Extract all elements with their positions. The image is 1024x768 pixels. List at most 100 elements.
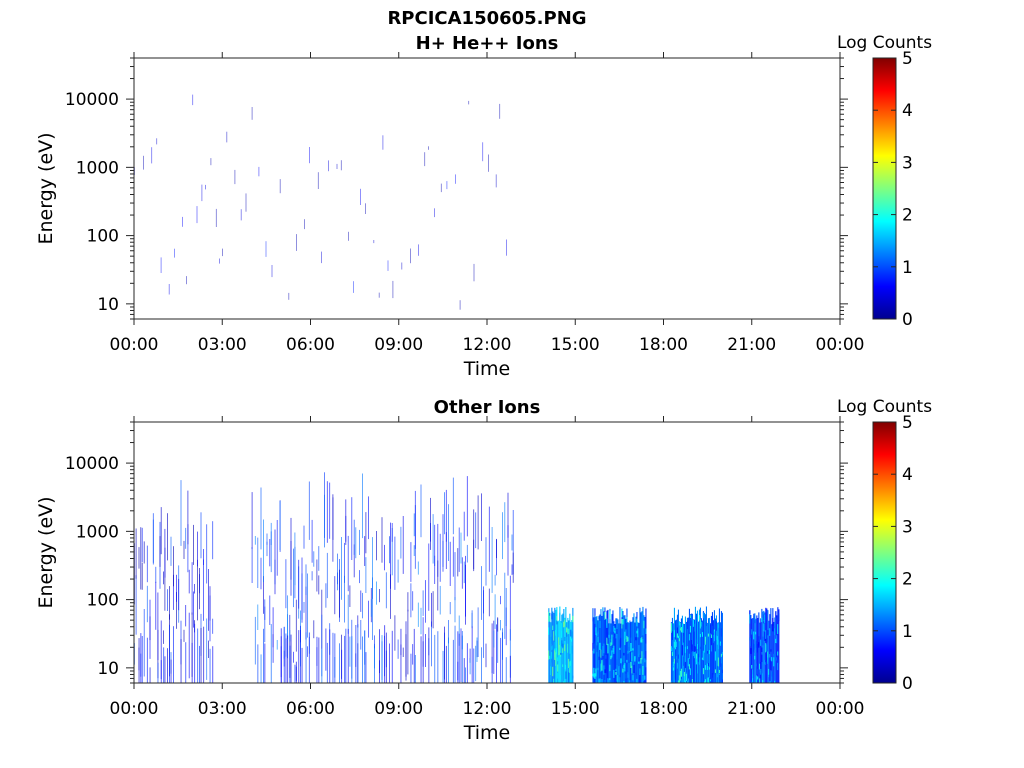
data-stroke [431, 592, 432, 627]
data-column [777, 607, 779, 683]
data-stroke [303, 602, 305, 613]
data-column [719, 622, 721, 683]
data-cell [602, 656, 604, 660]
data-stroke [509, 629, 511, 678]
data-cell [721, 652, 723, 656]
data-cell [721, 669, 723, 674]
data-cell [683, 671, 685, 677]
data-cell [599, 642, 601, 650]
data-stroke [304, 219, 305, 230]
data-cell [708, 650, 710, 655]
data-column [557, 621, 559, 683]
data-column [550, 622, 552, 683]
data-cell [566, 627, 568, 631]
data-stroke [431, 621, 432, 667]
data-cell [626, 616, 628, 623]
data-cell [630, 642, 632, 652]
data-cell [614, 627, 616, 630]
data-cell [772, 623, 774, 632]
data-column [611, 614, 613, 683]
data-cell [548, 650, 550, 660]
data-cell [620, 681, 622, 683]
y-axis: 10 100 1000 10000 [65, 421, 848, 684]
data-stroke [167, 648, 168, 683]
data-cell [624, 638, 626, 646]
data-cell [556, 615, 558, 624]
data-cell [645, 628, 647, 634]
data-column [617, 619, 619, 683]
data-column [626, 608, 628, 683]
data-cell [696, 673, 698, 683]
data-stroke [466, 643, 468, 683]
data-column [605, 618, 607, 683]
data-cell [684, 661, 686, 669]
data-stroke [428, 627, 430, 683]
data-cell [719, 658, 721, 667]
data-cell [702, 612, 704, 619]
data-stroke [494, 594, 496, 629]
x-tick-label: 00:00 [816, 699, 865, 719]
data-cell [758, 636, 760, 645]
data-stroke [295, 661, 297, 683]
data-cell [684, 646, 686, 653]
data-stroke [475, 645, 477, 682]
data-stroke [384, 625, 386, 683]
data-stroke [349, 585, 351, 607]
data-cell [629, 680, 631, 683]
data-cell [566, 632, 568, 637]
data-cell [777, 651, 779, 656]
data-cell [773, 653, 775, 659]
data-stroke [336, 163, 338, 169]
data-cell [765, 643, 767, 653]
data-cell [695, 661, 697, 670]
data-stroke [488, 588, 490, 617]
data-stroke [326, 642, 328, 683]
data-cell [559, 612, 561, 621]
data-column [764, 612, 766, 683]
data-stroke [203, 549, 204, 565]
data-stroke [271, 265, 273, 278]
data-column [549, 612, 551, 683]
data-cell [682, 635, 684, 642]
data-stroke [397, 639, 399, 659]
data-stroke [432, 591, 434, 629]
data-column [640, 612, 642, 683]
data-cell [551, 646, 553, 651]
data-stroke [200, 512, 202, 559]
data-stroke [219, 258, 220, 264]
spectrogram-data [134, 472, 780, 683]
data-stroke [359, 570, 360, 584]
data-cell [618, 666, 620, 675]
data-cell [550, 666, 552, 675]
data-cell [596, 633, 598, 637]
data-cell [706, 677, 708, 683]
data-cell [599, 678, 601, 683]
data-block [592, 606, 647, 683]
data-stroke [164, 656, 166, 683]
data-column [614, 624, 616, 683]
data-cell [625, 673, 627, 679]
data-column [560, 621, 562, 683]
data-stroke [294, 532, 296, 586]
data-cell [616, 659, 618, 666]
data-cell [691, 614, 693, 620]
data-column [721, 612, 723, 683]
data-cell [777, 624, 779, 634]
data-cell [719, 641, 721, 645]
data-cell [641, 651, 643, 660]
data-stroke [196, 206, 198, 224]
data-cell [616, 629, 618, 634]
data-stroke [193, 524, 194, 565]
data-stroke [466, 544, 468, 563]
data-column [608, 623, 610, 683]
x-axis: 00:00 03:00 06:00 09:00 12:00 15:00 18:00 21:00… [110, 416, 865, 719]
data-cell [700, 626, 702, 635]
data-cell [569, 653, 571, 662]
data-column [621, 608, 623, 683]
data-stroke [257, 537, 259, 588]
data-cell [704, 665, 706, 670]
data-stroke [325, 628, 327, 671]
data-stroke [303, 525, 305, 549]
data-stroke [164, 528, 166, 578]
data-cell [701, 657, 703, 660]
